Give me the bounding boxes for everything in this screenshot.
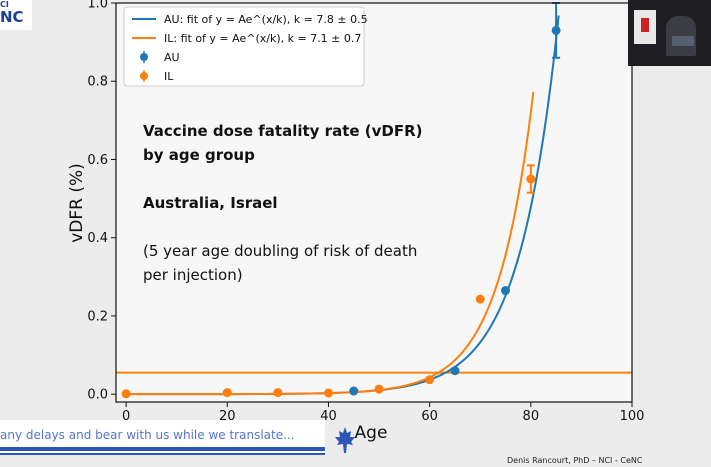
data-point-au: [349, 386, 359, 396]
x-tick-label: 60: [421, 409, 438, 424]
nci-logo: CI NC: [0, 0, 32, 30]
data-point-il: [273, 388, 283, 398]
x-tick-label: 100: [620, 409, 645, 424]
y-tick-label: 0.8: [87, 75, 108, 90]
annotation-line: Vaccine dose fatality rate (vDFR): [143, 122, 423, 140]
annotation-line: per injection): [143, 266, 243, 284]
legend-box: [123, 6, 365, 87]
legend-label: AU: fit of y = Ae^(x/k), k = 7.8 ± 0.5: [164, 13, 368, 26]
legend-label: IL: [164, 70, 174, 83]
data-point-il: [222, 388, 232, 398]
caption-strip-rule-thin: [0, 453, 325, 455]
annotation-line: (5 year age doubling of risk of death: [143, 242, 417, 260]
axes-frame: [115, 2, 633, 403]
data-point-au: [551, 25, 561, 35]
caption-strip-rule: [0, 447, 325, 451]
y-tick-label: 0.0: [87, 388, 108, 403]
name-plate: [672, 36, 694, 46]
maple-leaf-icon: [335, 427, 355, 453]
annotation-line: by age group: [143, 146, 255, 164]
data-point-au: [450, 366, 460, 376]
y-tick-label: 0.4: [87, 231, 108, 246]
data-point-au: [501, 286, 511, 296]
data-point-il: [323, 388, 333, 398]
x-axis-label: Age: [355, 423, 388, 443]
legend-label: IL: fit of y = Ae^(x/k), k = 7.1 ± 0.7: [164, 32, 361, 45]
x-tick-label: 80: [523, 409, 540, 424]
legend-label: AU: [164, 51, 180, 64]
data-point-il: [374, 384, 384, 394]
presenter-credit: Denis Rancourt, PhD – NCI - CeNC: [507, 456, 643, 465]
data-point-il: [121, 389, 131, 399]
legend-swatch-dot: [140, 72, 148, 80]
y-tick-label: 0.2: [87, 309, 108, 324]
legend-swatch-dot: [140, 53, 148, 61]
y-axis-label: vDFR (%): [67, 163, 87, 243]
y-tick-label: 0.6: [87, 153, 108, 168]
speaker-video-feed: [628, 0, 711, 66]
x-tick-label: 0: [122, 409, 130, 424]
data-point-il: [425, 375, 435, 385]
y-tick-label: 1.0: [87, 0, 108, 12]
canada-flag: [634, 10, 656, 44]
translation-ticker: any delays and bear with us while we tra…: [0, 428, 295, 442]
data-point-il: [475, 294, 485, 304]
data-point-il: [526, 174, 536, 184]
annotation-line: Australia, Israel: [143, 194, 278, 212]
